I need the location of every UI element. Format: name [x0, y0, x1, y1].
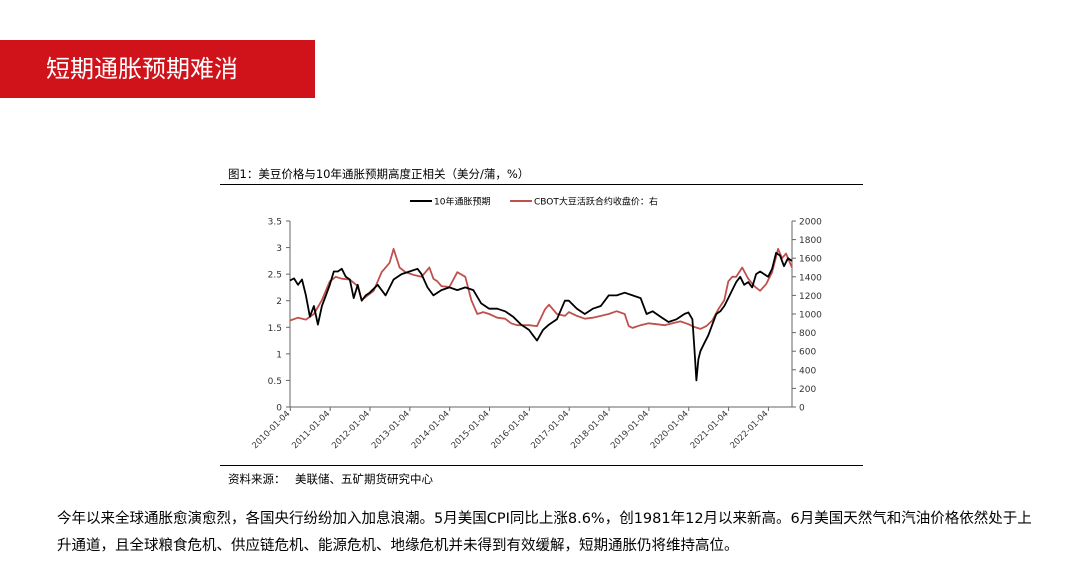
right-axis-tick-label: 200 — [799, 385, 816, 395]
source-label: 资料来源： — [228, 472, 286, 486]
source-text: 美联储、五矿期货研究中心 — [295, 472, 433, 486]
left-axis-tick-label: 2.5 — [268, 271, 282, 281]
x-axis-tick-label: 2010-01-04 — [250, 409, 292, 451]
right-axis-tick-label: 1800 — [799, 236, 822, 246]
x-axis-tick-label: 2020-01-04 — [649, 409, 691, 451]
chart-plot-area — [289, 248, 793, 382]
left-axis-tick-label: 3 — [276, 244, 282, 254]
header-banner: 短期通胀预期难消 — [0, 40, 315, 98]
x-axis-tick-label: 2011-01-04 — [290, 409, 332, 451]
chart-svg: 0 0.5 1 1.5 2 2.5 3 3.5 0 200 400 600 800 1000 1200 140… — [250, 196, 822, 452]
x-axis-tick-label: 2019-01-04 — [609, 409, 651, 451]
left-axis-tick-label: 1 — [276, 350, 282, 360]
left-axis-tick-label: 0 — [276, 404, 282, 414]
right-axis-tick-label: 2000 — [799, 218, 822, 228]
x-axis-tick-label: 2012-01-04 — [330, 409, 372, 451]
right-axis-tick-label: 800 — [799, 329, 816, 339]
x-axis-tick-label: 2017-01-04 — [529, 409, 571, 451]
body-paragraph: 今年以来全球通胀愈演愈烈，各国央行纷纷加入加息浪潮。5月美国CPI同比上涨8.6… — [57, 511, 1032, 554]
right-axis-tick-label: 600 — [799, 348, 816, 358]
series-line-soybean — [289, 248, 793, 330]
left-axis-tick-label: 0.5 — [268, 377, 282, 387]
chart-legend: 10年通胀预期 CBOT大豆活跃合约收盘价：右 — [410, 196, 658, 208]
left-axis-tick-label: 3.5 — [268, 218, 282, 228]
figure-bottom-rule — [220, 465, 863, 466]
chart-axes: 0 0.5 1 1.5 2 2.5 3 3.5 0 200 400 600 800 1000 1200 140… — [250, 218, 822, 452]
legend-label: CBOT大豆活跃合约收盘价：右 — [534, 196, 658, 208]
figure-top-rule — [220, 184, 863, 185]
figure-title: 图1：美豆价格与10年通胀预期高度正相关（美分/蒲，%） — [228, 167, 530, 181]
page-title: 短期通胀预期难消 — [46, 55, 238, 83]
right-axis-tick-label: 0 — [799, 404, 805, 414]
x-axis-tick-label: 2015-01-04 — [450, 409, 492, 451]
series-line-inflation — [289, 252, 793, 382]
x-axis-tick-label: 2018-01-04 — [569, 409, 611, 451]
left-axis-tick-label: 1.5 — [268, 324, 282, 334]
right-axis-tick-label: 1400 — [799, 273, 822, 283]
right-axis-tick-label: 400 — [799, 366, 816, 376]
right-axis-tick-label: 1600 — [799, 255, 822, 265]
x-axis-tick-label: 2016-01-04 — [489, 409, 531, 451]
right-axis-tick-label: 1000 — [799, 311, 822, 321]
x-axis-tick-label: 2021-01-04 — [689, 409, 731, 451]
x-axis-tick-label: 2013-01-04 — [370, 409, 412, 451]
legend-label: 10年通胀预期 — [434, 196, 490, 208]
x-axis-tick-label: 2014-01-04 — [410, 409, 452, 451]
x-axis-tick-label: 2022-01-04 — [729, 409, 771, 451]
right-axis-tick-label: 1200 — [799, 292, 822, 302]
left-axis-tick-label: 2 — [276, 297, 282, 307]
